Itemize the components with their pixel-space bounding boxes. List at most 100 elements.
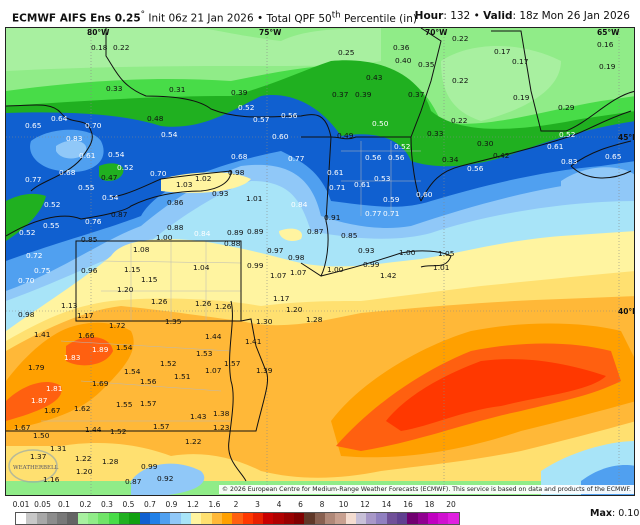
band-yellow-ny [279,228,302,242]
separator: • [473,10,480,22]
precip-value-label: 1.20 [76,467,93,476]
precip-value-label: 0.37 [332,90,349,99]
precip-value-label: 1.41 [34,330,51,339]
precip-value-label: 0.96 [81,266,98,275]
precip-value-label: 0.92 [157,474,173,483]
precip-value-label: 0.33 [106,84,123,93]
lon-label: 70°W [425,28,448,37]
separator: • [256,12,264,25]
colorbar-tick: 0.1 [58,500,70,509]
valid-time: Hour: 132 • Valid: 18z Mon 26 Jan 2026 [415,10,630,22]
precip-value-label: 0.71 [329,183,346,192]
model-name: ECMWF AIFS Ens 0.25 [12,12,141,25]
colorbar-tick: 0.2 [79,500,92,509]
colorbar-swatch [232,513,243,524]
colorbar-tick: 0.3 [101,500,113,509]
colorbar-tick: 8 [319,500,325,509]
band-dark-green-lake [99,163,124,181]
precip-value-label: 0.56 [467,164,484,173]
colorbar-swatch [16,513,27,524]
colorbar-tick: 3 [255,500,260,509]
precip-value-label: 1.13 [61,301,78,310]
precip-value-label: 1.01 [433,263,450,272]
hour-label: Hour [414,10,444,22]
colorbar-tick: 1.6 [208,500,221,509]
precip-value-label: 1.67 [44,406,61,415]
precip-value-label: 1.00 [399,248,416,257]
colorbar-swatch [118,513,130,524]
colorbar-tick: 14 [381,500,392,509]
precip-value-label: 0.36 [393,43,410,52]
precip-value-label: 1.54 [116,343,133,352]
precip-value-label: 0.54 [108,150,125,159]
lon-label: 65°W [597,28,620,37]
colorbar-swatch [211,513,222,524]
precip-value-label: 1.22 [185,437,201,446]
valid-label: Valid [483,10,513,22]
precip-value-label: 1.31 [50,444,67,453]
init-time: Init 06z 21 Jan 2026 [148,12,254,25]
colorbar-swatch [407,513,418,524]
precip-value-label: 1.23 [213,423,230,432]
precip-value-label: 0.22 [451,116,467,125]
precip-value-label: 1.28 [306,315,323,324]
precip-value-label: 0.47 [101,173,118,182]
precip-value-label: 1.07 [290,268,307,277]
band-pale-green-maine [441,46,561,121]
precip-value-label: 0.86 [167,198,184,207]
precip-value-label: 1.37 [30,452,47,461]
colorbar-swatch [448,513,459,524]
precip-value-label: 0.17 [494,47,511,56]
precip-value-label: 1.08 [133,245,150,254]
colorbar-swatch [294,513,305,524]
colorbar-swatch [98,513,109,524]
precip-value-label: 1.22 [75,454,91,463]
precip-value-label: 1.28 [102,457,119,466]
colorbar-swatch [304,513,315,524]
max-value-text: : 0.10 [612,508,640,519]
precip-value-label: 0.70 [150,169,167,178]
precip-value-label: 1.39 [256,366,273,375]
colorbar-swatch [283,513,295,524]
precip-value-label: 0.87 [111,210,128,219]
precip-value-label: 0.54 [161,130,178,139]
precip-value-label: 0.43 [366,73,383,82]
precip-value-label: 0.48 [147,114,164,123]
colorbar-tick: 0.05 [34,500,51,509]
precip-value-label: 0.83 [66,134,83,143]
precip-value-label: 1.44 [205,332,222,341]
precip-value-label: 1.62 [74,404,90,413]
precip-value-label: 0.34 [442,155,459,164]
precip-value-label: 1.83 [64,353,81,362]
precip-value-label: 1.04 [193,263,210,272]
colorbar-swatch [324,513,336,524]
precip-value-label: 1.30 [256,317,273,326]
colorbar-tick: 6 [298,500,303,509]
colorbar-swatch [221,513,233,524]
colorbar-swatch [386,513,397,524]
precip-value-label: 0.56 [365,153,382,162]
precip-value-label: 0.88 [224,239,241,248]
precip-value-label: 0.84 [291,200,308,209]
precip-value-label: 0.99 [141,462,158,471]
precip-value-label: 1.01 [246,194,263,203]
lat-label: 40°N [618,307,635,316]
colorbar [15,512,460,525]
precip-value-label: 0.72 [26,251,42,260]
precip-value-label: 0.52 [117,163,133,172]
precip-value-label: 0.76 [85,217,102,226]
precip-value-label: 0.83 [561,157,578,166]
precip-value-label: 0.42 [493,151,509,160]
precip-value-label: 1.56 [140,377,157,386]
precip-value-label: 0.93 [212,189,229,198]
precip-value-label: 0.22 [452,76,468,85]
precip-value-label: 1.05 [438,249,455,258]
precip-value-label: 0.75 [34,266,51,275]
precip-value-label: 1.50 [33,431,50,440]
precip-value-label: 1.52 [110,427,126,436]
precip-value-label: 1.26 [151,297,168,306]
qpf-map[interactable]: 80°W 75°W 70°W 65°W 45°N 40°N WEATHERBEL… [5,27,635,496]
precip-value-label: 0.89 [227,228,244,237]
precip-value-label: 1.15 [124,265,141,274]
precip-value-label: 0.16 [597,40,614,49]
